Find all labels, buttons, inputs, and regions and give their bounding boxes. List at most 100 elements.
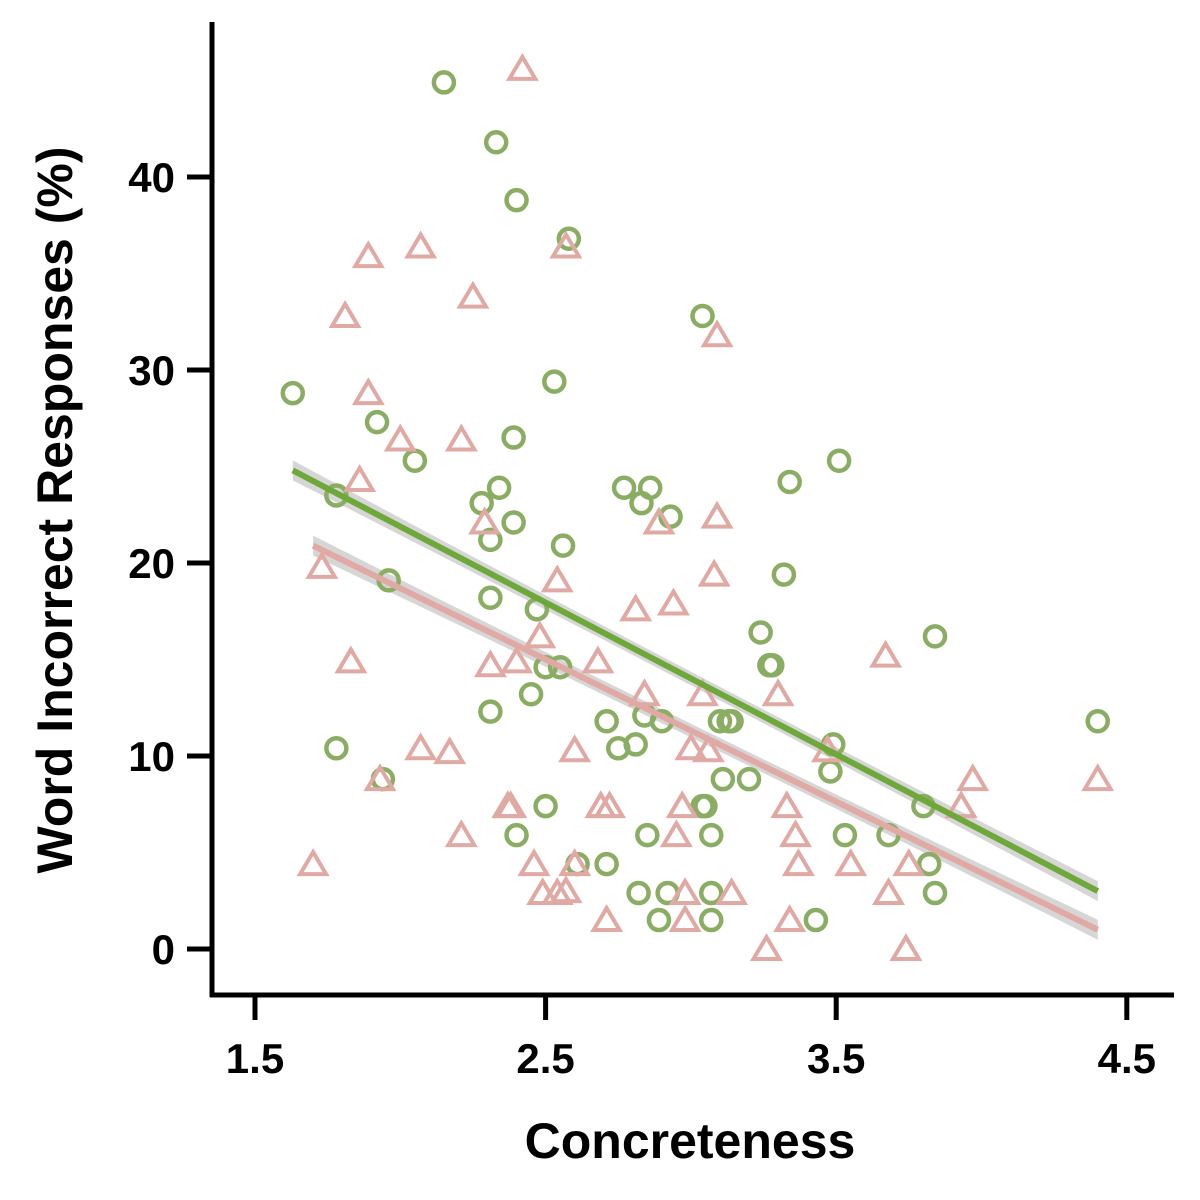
data-point-triangle bbox=[433, 736, 467, 765]
data-point-circle bbox=[693, 793, 718, 819]
data-point-triangle bbox=[656, 587, 690, 616]
data-point-circle bbox=[777, 469, 802, 495]
data-point-triangle bbox=[956, 763, 990, 792]
data-point-circle bbox=[402, 448, 428, 473]
data-point-triangle bbox=[674, 732, 708, 761]
x-axis-title: Concreteness bbox=[525, 1113, 856, 1169]
data-point-circle bbox=[736, 766, 762, 792]
y-tick-label: 40 bbox=[128, 154, 175, 201]
data-point-triangle bbox=[444, 819, 478, 848]
data-point-circle bbox=[922, 624, 948, 649]
data-point-triangle bbox=[1081, 763, 1115, 792]
data-point-triangle bbox=[558, 734, 592, 763]
data-point-triangle bbox=[505, 52, 539, 81]
data-point-triangle bbox=[540, 564, 574, 593]
data-point-circle bbox=[690, 303, 715, 329]
data-point-circle bbox=[611, 475, 637, 500]
data-points bbox=[280, 52, 1115, 961]
data-point-circle bbox=[594, 709, 619, 734]
data-point-triangle bbox=[686, 678, 720, 707]
data-point-triangle bbox=[523, 620, 557, 649]
data-point-circle bbox=[556, 226, 582, 252]
data-point-triangle bbox=[549, 230, 583, 259]
data-point-circle bbox=[324, 736, 349, 761]
data-point-triangle bbox=[619, 593, 653, 622]
data-point-circle bbox=[518, 681, 544, 707]
data-point-triangle bbox=[328, 300, 362, 328]
data-point-triangle bbox=[581, 645, 615, 674]
data-point-triangle bbox=[627, 678, 661, 707]
data-point-triangle bbox=[944, 790, 978, 819]
data-point-circle bbox=[469, 490, 494, 516]
data-point-triangle bbox=[773, 904, 807, 933]
data-point-triangle bbox=[456, 280, 490, 309]
data-point-triangle bbox=[834, 848, 868, 877]
data-point-circle bbox=[710, 766, 736, 792]
regression-line bbox=[291, 467, 1100, 894]
x-ticks: 1.5 2.5 3.5 4.5 bbox=[226, 995, 1156, 1082]
data-point-circle bbox=[771, 562, 797, 587]
x-tick-label: 1.5 bbox=[226, 1035, 284, 1082]
x-tick-label: 4.5 bbox=[1098, 1035, 1156, 1082]
data-point-triangle bbox=[869, 639, 903, 668]
data-point-triangle bbox=[691, 734, 725, 763]
data-point-triangle bbox=[700, 500, 734, 529]
data-point-triangle bbox=[558, 848, 592, 877]
data-point-circle bbox=[832, 822, 858, 848]
regression-lines bbox=[291, 467, 1100, 933]
data-point-circle bbox=[504, 187, 529, 213]
data-point-triangle bbox=[668, 877, 702, 906]
data-point-triangle bbox=[749, 933, 783, 961]
data-point-triangle bbox=[700, 319, 734, 348]
data-point-triangle bbox=[892, 848, 926, 877]
data-point-triangle bbox=[494, 790, 528, 819]
data-point-circle bbox=[594, 851, 619, 877]
data-point-triangle bbox=[590, 904, 624, 933]
data-point-circle bbox=[280, 380, 306, 406]
data-point-circle bbox=[504, 822, 529, 848]
data-point-circle bbox=[698, 880, 724, 906]
data-point-circle bbox=[637, 475, 663, 500]
data-point-triangle bbox=[761, 678, 795, 707]
data-point-triangle bbox=[872, 877, 906, 906]
data-point-circle bbox=[547, 654, 573, 680]
data-point-circle bbox=[748, 620, 773, 645]
data-point-triangle bbox=[781, 848, 815, 877]
data-point-triangle bbox=[343, 464, 377, 493]
data-point-triangle bbox=[770, 790, 804, 819]
data-point-circle bbox=[623, 732, 648, 757]
data-point-triangle bbox=[593, 790, 627, 819]
data-point-circle bbox=[719, 709, 744, 734]
data-point-triangle bbox=[500, 645, 534, 674]
data-point-circle bbox=[698, 822, 724, 848]
y-tick-label: 10 bbox=[128, 733, 175, 780]
data-point-circle bbox=[916, 851, 942, 877]
data-point-circle bbox=[478, 699, 503, 724]
data-point-circle bbox=[501, 425, 526, 450]
data-point-triangle bbox=[665, 790, 699, 819]
data-point-circle bbox=[760, 653, 785, 678]
data-point-circle bbox=[550, 533, 576, 558]
data-point-circle bbox=[826, 448, 852, 473]
data-point-triangle bbox=[517, 848, 551, 877]
data-point-circle bbox=[486, 475, 512, 500]
data-point-circle bbox=[635, 822, 660, 848]
data-point-circle bbox=[533, 793, 558, 819]
data-point-triangle bbox=[305, 550, 339, 579]
data-point-triangle bbox=[444, 423, 478, 452]
data-point-circle bbox=[646, 907, 672, 933]
data-point-circle bbox=[478, 585, 503, 610]
data-point-circle bbox=[1085, 709, 1110, 734]
data-point-triangle bbox=[697, 558, 731, 587]
y-tick-label: 0 bbox=[152, 926, 175, 973]
data-point-triangle bbox=[383, 423, 417, 452]
data-point-triangle bbox=[473, 649, 507, 678]
data-point-triangle bbox=[404, 732, 438, 761]
data-point-triangle bbox=[404, 230, 438, 259]
data-point-triangle bbox=[468, 506, 502, 535]
data-point-circle bbox=[707, 709, 733, 734]
data-point-triangle bbox=[296, 848, 330, 877]
y-tick-label: 30 bbox=[128, 347, 175, 394]
data-point-circle bbox=[431, 70, 457, 95]
